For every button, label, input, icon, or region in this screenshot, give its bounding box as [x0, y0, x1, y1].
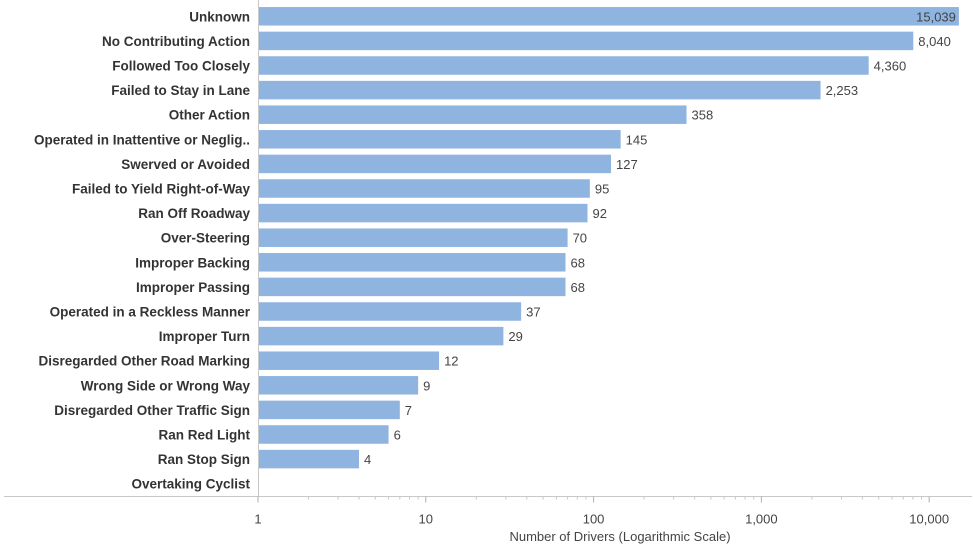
bar: [258, 376, 419, 395]
bar: [258, 203, 588, 223]
value-label: 12: [444, 354, 458, 369]
bar: [258, 7, 959, 26]
bar: [258, 351, 440, 370]
category-label: Ran Stop Sign: [158, 452, 250, 467]
category-label: Disregarded Other Road Marking: [38, 354, 250, 369]
bar: [258, 154, 612, 174]
category-label: Unknown: [189, 9, 250, 24]
category-label: Ran Off Roadway: [138, 206, 250, 221]
x-tick-label: 1: [254, 512, 261, 527]
value-label: 2,253: [826, 83, 859, 98]
x-tick-label: 10,000: [909, 512, 949, 527]
bar: [258, 80, 821, 100]
x-axis-ticks: 1 10 100 1,000 10,000: [254, 496, 949, 527]
x-tick-label: 1,000: [745, 512, 778, 527]
value-label: 8,040: [918, 34, 951, 49]
value-label: 4: [364, 452, 371, 467]
category-label: Other Action: [169, 108, 250, 123]
bar: [258, 277, 566, 297]
bar: [258, 425, 389, 444]
x-tick-label: 10: [419, 512, 433, 527]
category-label: Overtaking Cyclist: [131, 477, 250, 492]
value-label: 37: [526, 305, 540, 320]
value-label: 68: [570, 280, 584, 295]
x-axis-title: Number of Drivers (Logarithmic Scale): [509, 529, 730, 544]
category-label: Operated in a Reckless Manner: [50, 305, 251, 320]
x-tick-label: 100: [583, 512, 605, 527]
value-label: 127: [616, 157, 638, 172]
category-label: Swerved or Avoided: [121, 157, 250, 172]
value-label: 6: [394, 428, 401, 443]
bar: [258, 105, 687, 124]
value-label: 95: [595, 182, 609, 197]
value-label: 145: [626, 132, 648, 147]
value-label: 358: [692, 108, 714, 123]
value-label: 4,360: [874, 59, 907, 74]
value-label: 68: [570, 255, 584, 270]
category-label: Failed to Stay in Lane: [111, 83, 250, 98]
bar: [258, 56, 869, 75]
bar: [258, 228, 568, 247]
value-label: 70: [573, 231, 587, 246]
category-label: Operated in Inattentive or Neglig..: [34, 132, 250, 147]
value-label: 7: [405, 403, 412, 418]
bar: [258, 302, 522, 321]
bar: [258, 400, 400, 420]
value-label: 9: [423, 378, 430, 393]
bar: [258, 130, 621, 149]
value-label: 15,039: [916, 9, 956, 24]
value-labels: 15,0398,0404,3602,2533581451279592706868…: [364, 9, 956, 467]
category-label: No Contributing Action: [102, 34, 250, 49]
category-label: Disregarded Other Traffic Sign: [54, 403, 250, 418]
category-labels: Unknown No Contributing Action Followed To…: [34, 9, 251, 491]
category-label: Over-Steering: [161, 231, 250, 246]
value-label: 92: [593, 206, 607, 221]
bar: [258, 253, 566, 272]
category-label: Failed to Yield Right-of-Way: [72, 182, 250, 197]
category-label: Improper Passing: [136, 280, 250, 295]
bars: [258, 7, 959, 469]
category-label: Wrong Side or Wrong Way: [81, 378, 251, 393]
bar: [258, 179, 590, 198]
bar: [258, 449, 360, 469]
bar: [258, 326, 504, 346]
category-label: Improper Turn: [159, 329, 250, 344]
category-label: Followed Too Closely: [112, 59, 250, 74]
category-label: Ran Red Light: [159, 428, 251, 443]
category-label: Improper Backing: [135, 255, 250, 270]
value-label: 29: [508, 329, 522, 344]
bar: [258, 31, 914, 51]
